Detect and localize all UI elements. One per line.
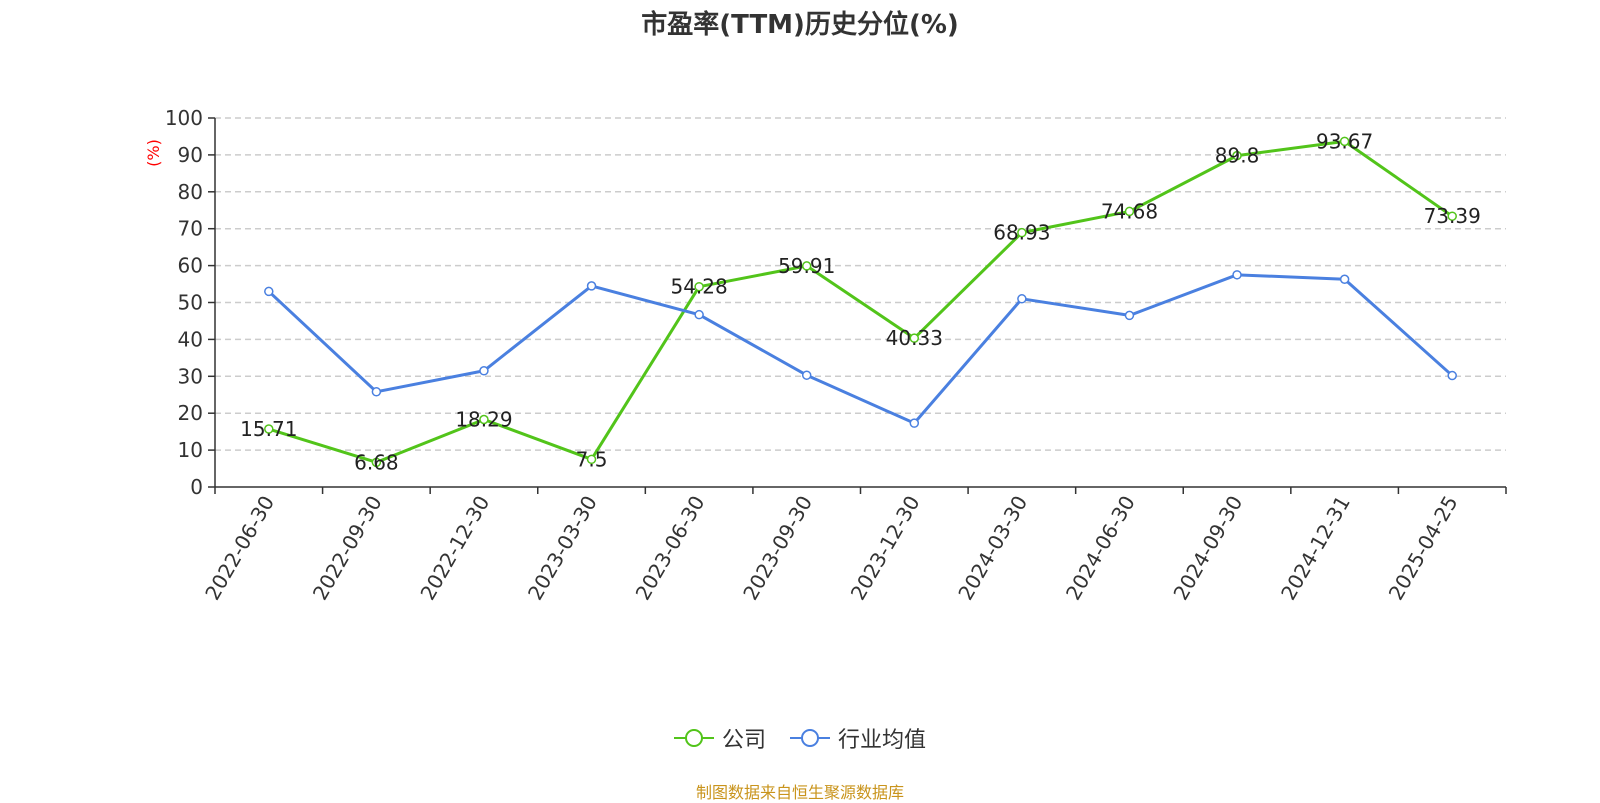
data-point (586, 281, 597, 291)
data-point (264, 286, 274, 297)
data-point (371, 457, 382, 468)
data-point (1017, 294, 1027, 304)
data-point (1447, 370, 1457, 381)
data-label: 93.67 (1316, 129, 1373, 153)
data-point (1339, 274, 1350, 285)
x-tick-label: 2022-06-30 (200, 492, 279, 605)
data-point (1232, 270, 1242, 280)
legend: 公司 行业均值 (0, 722, 1600, 754)
data-point (909, 418, 920, 428)
legend-item-industry-average[interactable]: 行业均值 (790, 722, 926, 754)
y-tick-label: 30 (178, 364, 203, 388)
x-tick-label: 2024-09-30 (1168, 492, 1247, 605)
y-tick-label: 0 (190, 475, 203, 499)
x-tick-label: 2023-03-30 (523, 492, 602, 605)
chart-title: 市盈率(TTM)历史分位(%) (641, 10, 959, 40)
y-tick-label: 40 (178, 327, 203, 351)
data-label: 7.5 (576, 447, 608, 471)
x-tick-label: 2022-09-30 (308, 492, 387, 605)
y-tick-label: 90 (178, 143, 203, 167)
data-point (586, 454, 597, 465)
legend-industry-average-label: 行业均值 (838, 728, 927, 753)
series-line-0 (268, 139, 1454, 464)
data-point (694, 281, 704, 292)
data-label: 18.29 (455, 408, 512, 432)
data-point (1124, 206, 1135, 217)
data-point (479, 414, 489, 425)
x-tick-label: 2024-03-30 (953, 492, 1032, 605)
x-tick-label: 2024-06-30 (1061, 492, 1140, 605)
data-point (694, 309, 704, 320)
series-line-1 (267, 273, 1454, 425)
y-tick-label: 80 (178, 180, 203, 204)
data-label: 73.39 (1424, 204, 1481, 228)
data-point (479, 366, 489, 376)
y-tick-label: 10 (178, 438, 203, 462)
data-point (801, 370, 812, 380)
data-labels: 15.71 6.68 18.29 7.5 54.28 59.91 40.33 68.93 74.… (240, 129, 1481, 474)
series-lines (264, 136, 1457, 468)
data-point (1339, 136, 1350, 147)
x-tick-label: 2022-12-30 (415, 492, 494, 605)
data-point (371, 387, 382, 397)
data-point (909, 333, 920, 343)
axes: 0 10 20 30 40 50 60 70 80 90 100(%) 2022-06-30 2022-… (144, 106, 1507, 605)
legend-company-icon (673, 729, 714, 747)
legend-item-company[interactable]: 公司 (673, 722, 766, 754)
x-tick-label: 2024-12-31 (1276, 492, 1355, 605)
x-tick-label: 2025-04-25 (1384, 492, 1463, 605)
data-point (1447, 211, 1457, 221)
data-point (1124, 310, 1135, 321)
x-tick-label: 2023-12-30 (846, 492, 925, 605)
data-source-note: 制图数据来自恒生聚源数据库 (695, 783, 904, 802)
data-label: 54.28 (670, 275, 727, 299)
legend-company-label: 公司 (721, 728, 766, 753)
y-axis-label: (%) (144, 139, 163, 167)
y-tick-label: 20 (178, 401, 203, 425)
legend-industry-average-icon (790, 729, 830, 747)
data-label: 6.68 (354, 450, 399, 474)
y-tick-label: 50 (178, 291, 203, 315)
data-label: 40.33 (886, 326, 943, 350)
data-point (1232, 150, 1242, 161)
y-tick-label: 60 (178, 254, 203, 278)
data-point (264, 424, 274, 434)
data-label: 74.68 (1101, 199, 1158, 223)
data-point (801, 261, 812, 271)
line-chart: 0 10 20 30 40 50 60 70 80 90 100(%) 2022-06-30 2022-… (144, 106, 1507, 605)
data-label: 89.8 (1215, 144, 1260, 168)
y-tick-label: 100 (165, 106, 203, 130)
grid-lines (215, 117, 1506, 451)
data-label: 68.93 (993, 221, 1050, 245)
data-point (1017, 227, 1027, 238)
y-tick-label: 70 (178, 217, 203, 241)
x-tick-label: 2023-06-30 (631, 492, 710, 605)
data-label: 15.71 (240, 417, 297, 441)
x-tick-label: 2023-09-30 (738, 492, 817, 605)
data-label: 59.91 (778, 254, 835, 278)
